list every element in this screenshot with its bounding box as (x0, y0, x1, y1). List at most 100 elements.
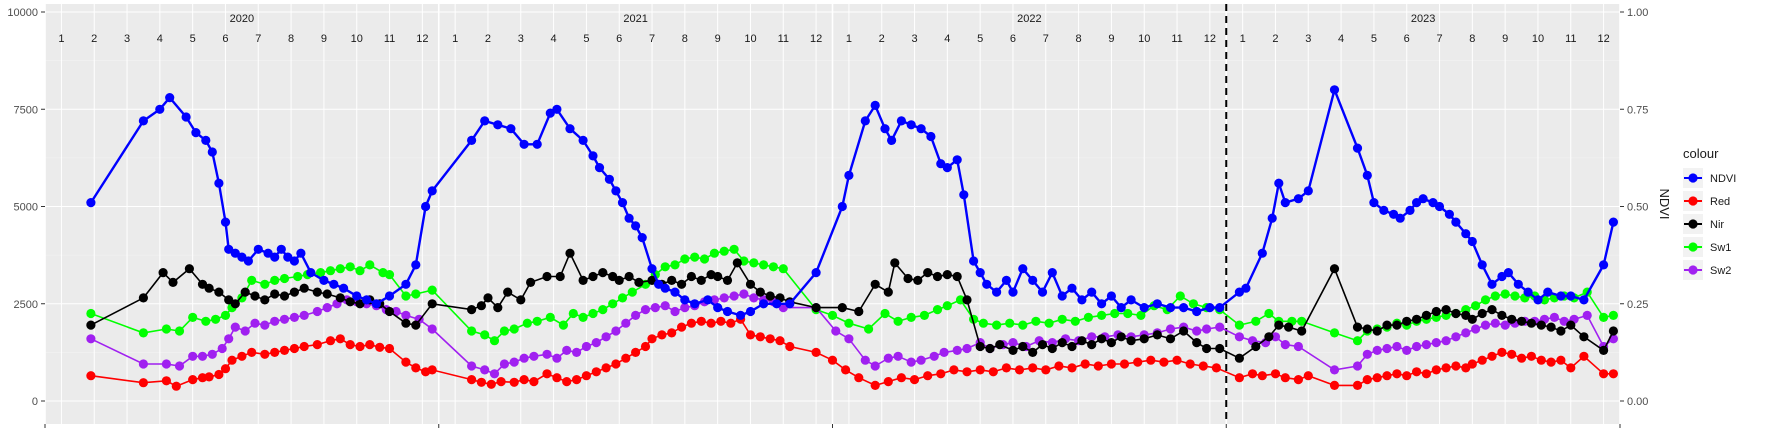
year-label: 2022 (1017, 13, 1041, 25)
left-tick-label: 10000 (7, 7, 38, 19)
data-point-sw2 (870, 361, 880, 371)
data-point-ndvi (604, 174, 615, 184)
data-point-sw2 (1490, 318, 1500, 328)
data-point-sw2 (542, 349, 552, 359)
data-point-sw2 (939, 347, 949, 357)
data-point-sw1 (680, 254, 690, 264)
data-point-nir (667, 275, 677, 285)
data-point-sw2 (1008, 338, 1018, 348)
month-label: 10 (1532, 33, 1544, 45)
data-point-sw1 (719, 246, 729, 256)
month-label: 2 (879, 33, 885, 45)
data-point-sw2 (240, 326, 250, 336)
month-label: 6 (616, 33, 622, 45)
data-point-ndvi (637, 233, 647, 243)
data-point-red (384, 343, 395, 354)
data-point-red (1270, 369, 1281, 379)
data-point-nir (985, 343, 995, 354)
data-point-red (647, 334, 657, 344)
month-label: 1 (1240, 33, 1246, 45)
right-axis-title: NDVI (1657, 188, 1672, 219)
data-point-red (1146, 355, 1156, 365)
data-point-red (270, 347, 280, 357)
month-label: 9 (1108, 33, 1114, 45)
data-point-red (923, 371, 933, 381)
data-point-ndvi (1215, 303, 1225, 313)
data-point-sw1 (729, 244, 739, 254)
data-point-nir (184, 264, 194, 274)
data-point-red (312, 340, 322, 350)
left-tick-label: 7500 (14, 104, 38, 116)
data-point-nir (483, 293, 493, 303)
data-point-red (696, 316, 706, 326)
data-point-ndvi (844, 170, 854, 180)
data-point-ndvi (1608, 217, 1618, 227)
left-axis: 0 2500 5000 7500 10000 (7, 7, 1621, 428)
data-point-sw2 (952, 345, 962, 355)
data-point-sw1 (1608, 310, 1618, 320)
data-point-sw1 (489, 336, 500, 346)
data-point-red (188, 375, 198, 385)
data-point-red (365, 340, 375, 350)
data-point-ndvi (1461, 229, 1471, 239)
data-point-ndvi (1566, 291, 1576, 301)
month-label: 11 (1565, 33, 1576, 45)
data-point-nir (732, 258, 742, 268)
month-label: 12 (1204, 33, 1216, 45)
data-point-red (552, 373, 562, 383)
data-point-nir (1546, 322, 1556, 332)
data-point-nir (755, 287, 765, 297)
data-point-red (975, 365, 985, 375)
data-point-red (572, 375, 582, 385)
series-sw2 (86, 289, 1618, 379)
month-label: 11 (1171, 33, 1182, 45)
data-point-sw1 (161, 324, 171, 334)
data-point-ndvi (191, 128, 201, 138)
data-point-ndvi (1116, 303, 1126, 313)
data-point-ndvi (384, 291, 395, 301)
year-label: 2021 (623, 13, 647, 25)
data-point-red (611, 359, 621, 369)
data-point-nir (1087, 340, 1097, 350)
data-point-sw2 (1582, 310, 1592, 320)
data-point-ndvi (243, 256, 253, 266)
data-point-sw1 (1136, 310, 1146, 320)
data-point-sw2 (650, 303, 660, 313)
data-point-sw2 (660, 301, 670, 311)
data-point-ndvi (680, 295, 690, 305)
data-point-nir (279, 291, 290, 301)
data-point-nir (686, 271, 697, 282)
data-point-sw2 (1471, 324, 1481, 334)
data-point-sw1 (568, 308, 578, 319)
month-label: 9 (1502, 33, 1508, 45)
data-point-sw2 (916, 355, 926, 365)
data-point-ndvi (1087, 287, 1097, 297)
data-point-sw2 (174, 361, 185, 371)
data-point-nir (1517, 316, 1527, 326)
data-point-ndvi (1405, 205, 1415, 215)
data-point-red (476, 377, 486, 387)
data-point-nir (578, 275, 588, 285)
data-point-nir (270, 289, 280, 299)
data-point-red (1352, 380, 1363, 390)
data-point-ndvi (887, 135, 897, 145)
data-point-ndvi (880, 124, 890, 134)
data-point-sw1 (201, 316, 211, 326)
data-point-red (1507, 349, 1517, 359)
data-point-red (1517, 353, 1527, 363)
data-point-sw2 (906, 357, 916, 367)
data-point-red (411, 363, 421, 373)
data-point-red (1451, 361, 1461, 371)
data-point-red (1579, 351, 1589, 361)
data-point-sw1 (1471, 301, 1481, 311)
data-point-sw1 (316, 268, 326, 278)
data-point-ndvi (703, 295, 713, 305)
data-point-red (581, 371, 592, 381)
data-point-nir (1284, 322, 1294, 332)
data-point-ndvi (1467, 236, 1477, 247)
data-point-ndvi (837, 201, 847, 212)
data-point-ndvi (969, 256, 979, 266)
data-point-sw2 (729, 291, 739, 301)
data-point-red (1280, 373, 1290, 383)
